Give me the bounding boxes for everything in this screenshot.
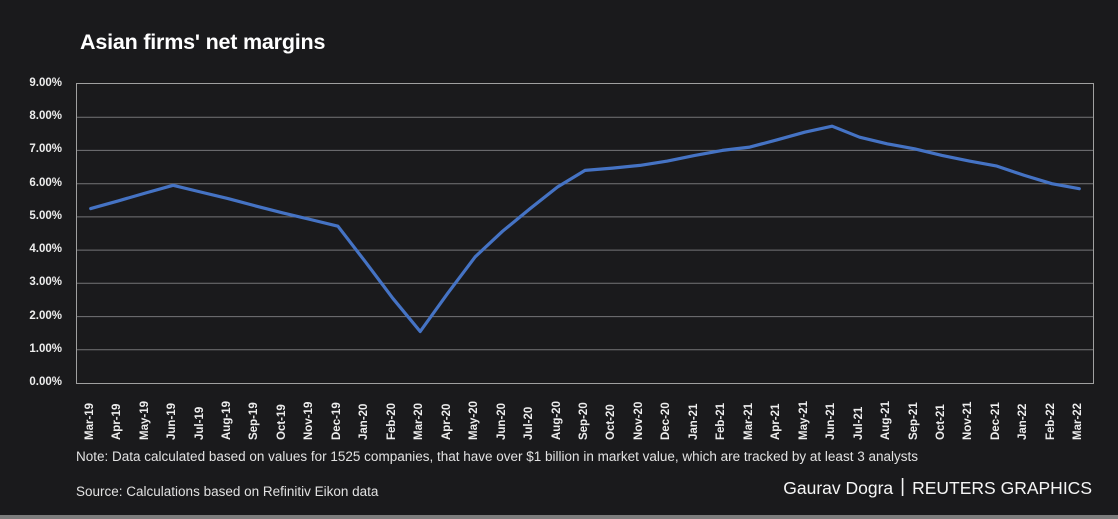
y-axis-tick-label: 4.00%: [29, 243, 62, 256]
x-axis-tick-label: Nov-21: [962, 401, 975, 440]
data-line: [89, 124, 1081, 334]
y-axis-tick-label: 3.00%: [29, 276, 62, 289]
x-axis-tick-label: Apr-19: [111, 403, 124, 440]
x-axis-tick-label: Aug-19: [221, 401, 234, 440]
credit-author: Gaurav Dogra: [783, 477, 894, 498]
credit-line: Gaurav Dogra | REUTERS GRAPHICS: [783, 476, 1092, 499]
x-axis-tick-label: Apr-20: [440, 403, 453, 440]
credit-brand: REUTERS GRAPHICS: [912, 477, 1092, 498]
x-axis-tick-label: Jun-19: [166, 402, 179, 440]
x-axis-tick-label: May-20: [468, 401, 481, 440]
x-axis-tick-label: Jul-19: [193, 406, 206, 440]
x-axis-tick-label: Mar-19: [83, 402, 96, 440]
x-axis-tick-label: Apr-21: [770, 403, 783, 440]
note-text: Note: Data calculated based on values fo…: [76, 449, 918, 464]
y-axis-tick-label: 6.00%: [29, 176, 62, 189]
chart-title: Asian firms' net margins: [80, 30, 326, 54]
y-axis-tick-label: 7.00%: [29, 143, 62, 156]
x-axis-tick-label: Feb-22: [1044, 402, 1057, 440]
x-axis-tick-label: Jan-20: [358, 403, 371, 440]
bottom-edge-bar: [0, 515, 1118, 519]
line-chart: [77, 116, 1093, 351]
x-axis-tick-label: Nov-19: [303, 401, 316, 440]
y-axis-tick-label: 1.00%: [29, 342, 62, 355]
x-axis-tick-label: Nov-20: [632, 401, 645, 440]
source-text: Source: Calculations based on Refinitiv …: [76, 484, 379, 499]
x-axis-tick-label: Sep-21: [907, 402, 920, 440]
x-axis-tick-label: Aug-20: [550, 401, 563, 440]
y-axis-tick-label: 0.00%: [29, 376, 62, 388]
x-axis-tick-label: May-21: [797, 401, 810, 440]
plot-area: [76, 83, 1094, 384]
x-axis-tick-label: Oct-21: [934, 404, 947, 440]
x-axis-tick-label: Sep-20: [578, 402, 590, 440]
x-axis-tick-label: Jun-21: [825, 402, 838, 440]
x-axis-tick-label: Jun-20: [495, 402, 508, 440]
x-axis-tick-label: Dec-21: [989, 402, 1002, 440]
x-axis-tick-label: Mar-21: [742, 402, 755, 440]
x-axis-tick-label: Mar-22: [1072, 402, 1085, 440]
x-axis-tick-label: Oct-20: [605, 404, 618, 440]
x-axis-tick-label: May-19: [138, 401, 151, 440]
x-axis-tick-label: Jul-21: [852, 406, 865, 440]
x-axis-tick-label: Mar-20: [413, 402, 426, 440]
x-axis-tick-label: Jan-22: [1017, 403, 1030, 440]
y-axis-tick-label: 5.00%: [29, 209, 62, 222]
credit-separator: |: [900, 476, 906, 497]
x-axis-tick-label: Dec-19: [330, 402, 343, 440]
x-axis-tick-label: Jul-20: [523, 406, 536, 440]
x-axis-tick-label: Jan-21: [687, 403, 700, 440]
x-axis-tick-label: Sep-19: [248, 402, 261, 440]
x-axis-tick-label: Feb-21: [715, 402, 728, 440]
x-axis-tick-label: Oct-19: [275, 404, 288, 440]
x-axis-tick-label: Dec-20: [660, 402, 673, 440]
y-axis-tick-label: 2.00%: [29, 309, 62, 322]
y-axis-tick-label: 8.00%: [29, 110, 62, 123]
x-axis-tick-label: Feb-20: [385, 402, 398, 440]
y-axis-tick-label: 9.00%: [29, 77, 62, 89]
x-axis-tick-label: Aug-21: [880, 401, 893, 440]
